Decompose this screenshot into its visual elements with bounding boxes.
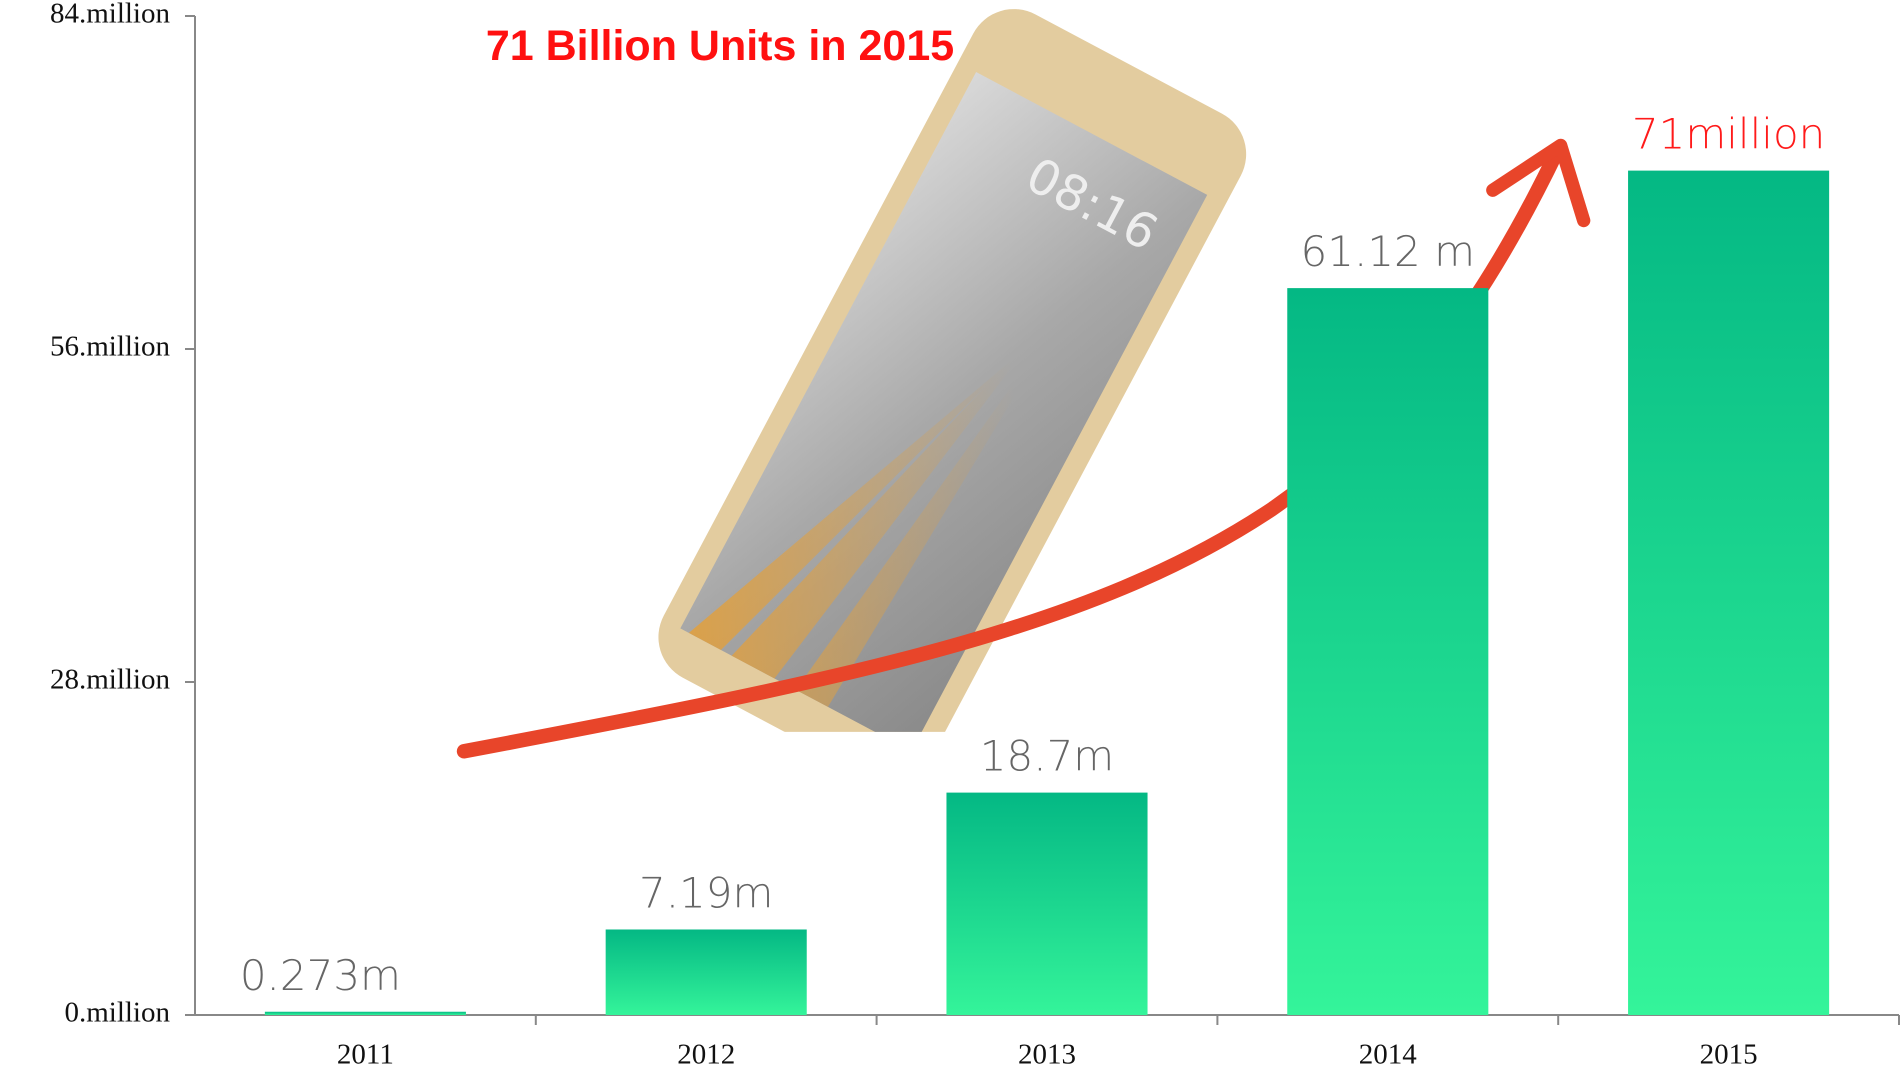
decoration: 08:16 — [456, 9, 1591, 759]
value-label: 7.19m — [639, 868, 773, 917]
value-label: 0.273m — [240, 951, 401, 1000]
value-label: 61.12 m — [1301, 227, 1476, 276]
bar — [946, 792, 1148, 1015]
chart-title: 71 Billion Units in 2015 — [486, 22, 954, 70]
phone-image: 08:16 — [658, 9, 1247, 732]
x-tick-label: 2012 — [677, 1039, 735, 1071]
y-tick-label: 56.million — [50, 331, 171, 363]
x-tick-label: 2014 — [1359, 1039, 1418, 1071]
x-tick-label: 2013 — [1018, 1039, 1076, 1071]
y-tick-label: 28.million — [50, 664, 171, 696]
x-tick-label: 2011 — [337, 1039, 394, 1071]
bar — [264, 1011, 466, 1015]
y-tick-label: 84.million — [50, 0, 171, 30]
x-tick-label: 2015 — [1700, 1039, 1758, 1071]
bar — [1628, 170, 1830, 1015]
arrow-head — [1486, 138, 1591, 228]
value-label: 18.7m — [980, 732, 1114, 781]
bar — [1287, 288, 1489, 1015]
y-tick-label: 0.million — [64, 997, 170, 1029]
bar — [605, 929, 807, 1015]
value-label: 71million — [1632, 110, 1825, 159]
